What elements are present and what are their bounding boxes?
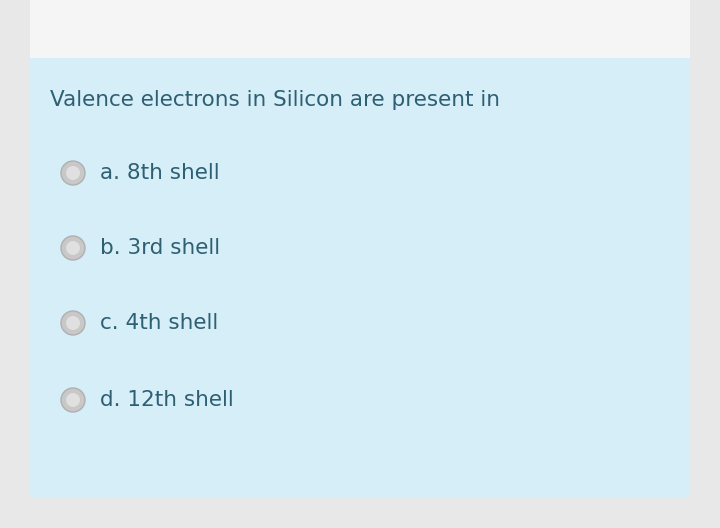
Bar xyxy=(30,30,690,498)
Text: d. 12th shell: d. 12th shell xyxy=(100,390,234,410)
Circle shape xyxy=(61,388,85,412)
Circle shape xyxy=(61,161,85,185)
Circle shape xyxy=(66,166,80,180)
Bar xyxy=(30,0,690,58)
Circle shape xyxy=(66,316,80,330)
Circle shape xyxy=(61,236,85,260)
Circle shape xyxy=(61,311,85,335)
Text: c. 4th shell: c. 4th shell xyxy=(100,313,218,333)
Bar xyxy=(0,0,30,528)
Circle shape xyxy=(66,393,80,407)
Text: a. 8th shell: a. 8th shell xyxy=(100,163,220,183)
Bar xyxy=(30,498,690,528)
Circle shape xyxy=(66,241,80,255)
Bar xyxy=(690,0,720,528)
Text: b. 3rd shell: b. 3rd shell xyxy=(100,238,220,258)
Text: Valence electrons in Silicon are present in: Valence electrons in Silicon are present… xyxy=(50,90,500,110)
